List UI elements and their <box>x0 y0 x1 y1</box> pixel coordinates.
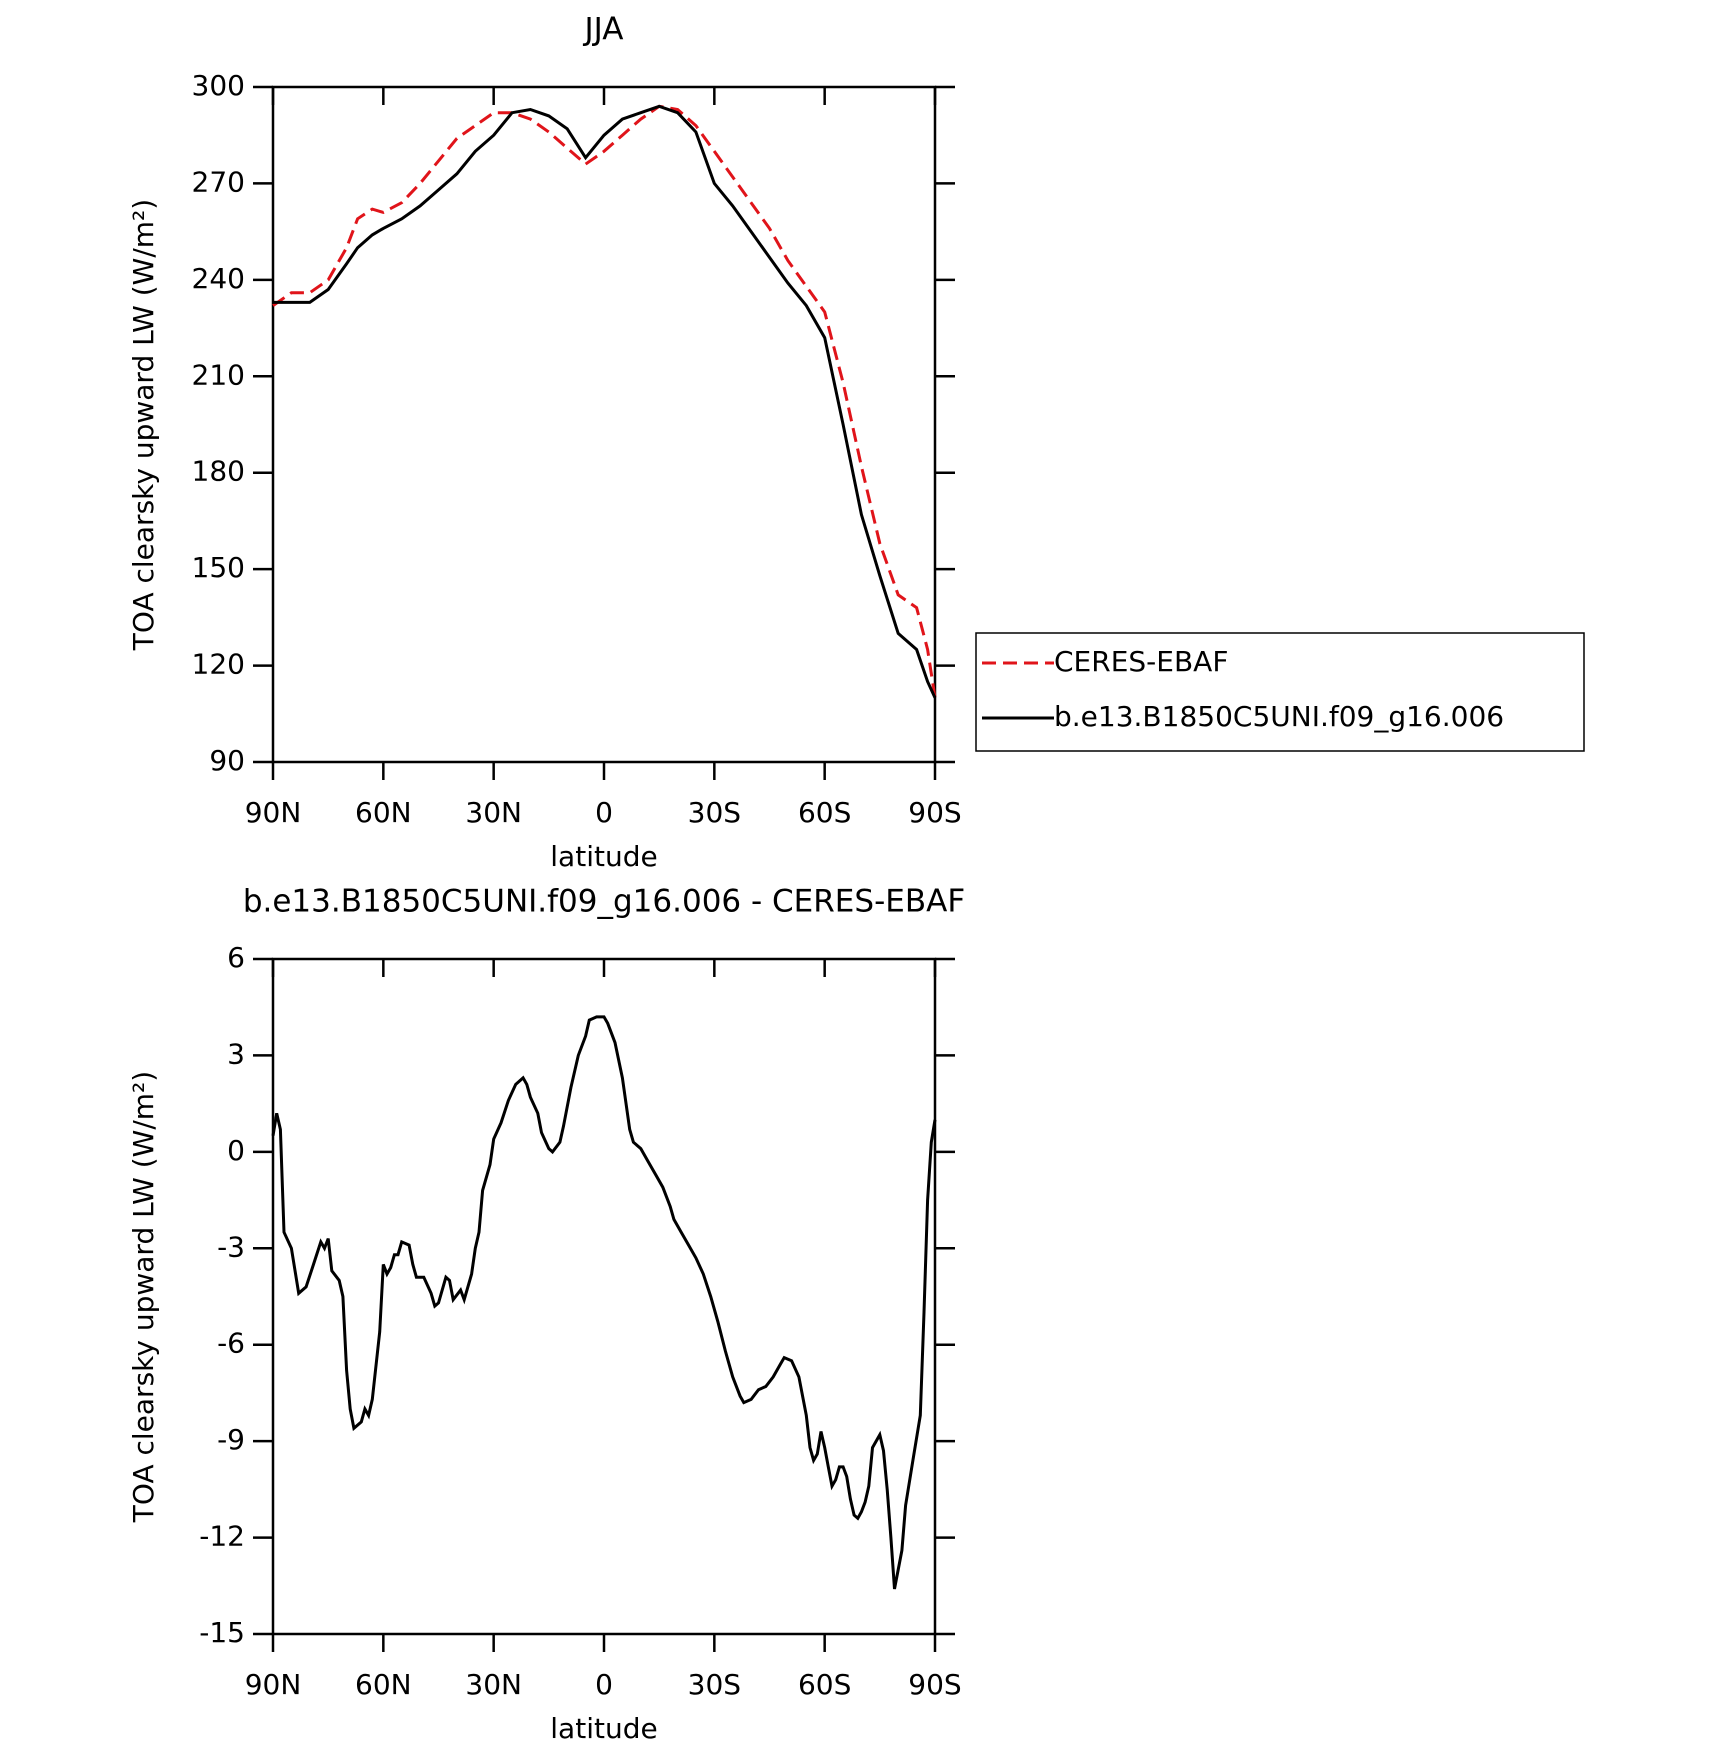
y-axis-label: TOA clearsky upward LW (W/m²) <box>127 1071 160 1523</box>
y-tick-label: 150 <box>192 551 245 584</box>
x-tick-label: 30N <box>465 796 522 829</box>
x-tick-label: 60S <box>798 1668 851 1701</box>
y-tick-label: 240 <box>192 262 245 295</box>
y-tick-label: 3 <box>227 1037 245 1070</box>
y-tick-label: 120 <box>192 648 245 681</box>
legend-label: b.e13.B1850C5UNI.f09_g16.006 <box>1054 700 1504 733</box>
x-tick-label: 0 <box>595 1668 613 1701</box>
y-tick-label: -15 <box>199 1616 245 1649</box>
x-tick-label: 30N <box>465 1668 522 1701</box>
data-line <box>271 1015 937 1590</box>
chart-title: b.e13.B1850C5UNI.f09_g16.006 - CERES-EBA… <box>243 884 965 920</box>
plot-frame <box>271 957 937 1636</box>
plot-frame <box>271 85 937 764</box>
x-tick-label: 90S <box>908 1668 961 1701</box>
x-axis-label: latitude <box>550 1712 657 1740</box>
y-tick-label: -12 <box>199 1520 245 1553</box>
x-tick-label: 90N <box>245 1668 302 1701</box>
y-axis-label: TOA clearsky upward LW (W/m²) <box>127 199 160 651</box>
y-tick-label: 210 <box>192 358 245 391</box>
y-tick-label: -6 <box>217 1327 245 1360</box>
x-tick-label: 60S <box>798 796 851 829</box>
x-tick-label: 60N <box>355 1668 412 1701</box>
y-tick-label: 90 <box>209 744 245 777</box>
x-tick-label: 30S <box>688 796 741 829</box>
y-tick-label: -3 <box>217 1230 245 1263</box>
x-tick-label: 0 <box>595 796 613 829</box>
x-axis-label: latitude <box>550 840 657 873</box>
y-tick-label: 6 <box>227 941 245 974</box>
x-tick-label: 90N <box>245 796 302 829</box>
y-tick-label: 300 <box>192 69 245 102</box>
data-line <box>273 104 937 699</box>
x-tick-label: 60N <box>355 796 412 829</box>
y-tick-label: 180 <box>192 455 245 488</box>
legend-label: CERES-EBAF <box>1054 645 1228 678</box>
data-line <box>272 104 937 698</box>
x-tick-label: 90S <box>908 796 961 829</box>
y-tick-label: 0 <box>227 1134 245 1167</box>
x-tick-label: 30S <box>688 1668 741 1701</box>
chart-title: JJA <box>583 12 624 48</box>
legend-box <box>975 632 1585 752</box>
y-tick-label: 270 <box>192 165 245 198</box>
y-tick-label: -9 <box>217 1423 245 1456</box>
